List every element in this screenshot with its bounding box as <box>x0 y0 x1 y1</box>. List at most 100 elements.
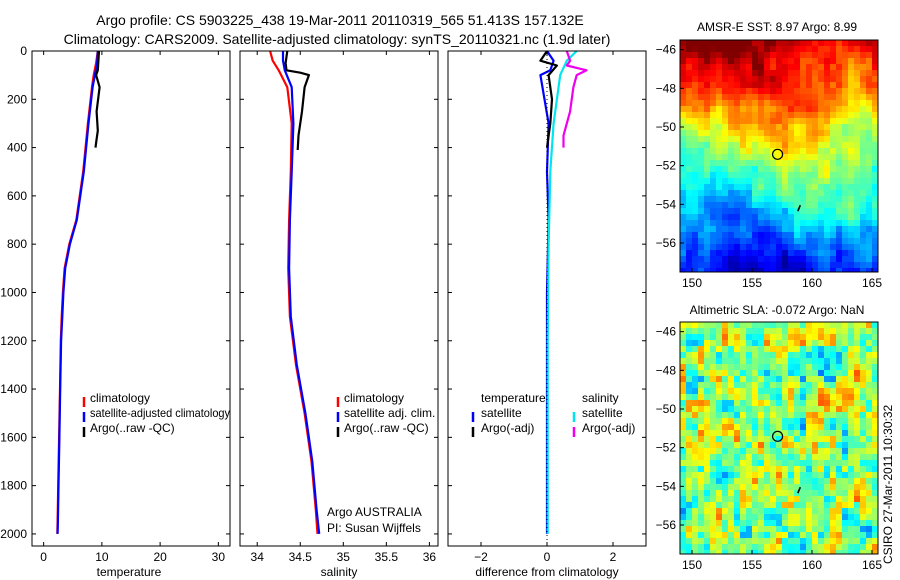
sst-map-cell <box>830 70 837 77</box>
sst-map-cell <box>806 100 813 107</box>
sst-map-cell <box>710 256 717 263</box>
sst-map-cell <box>686 220 693 227</box>
sla-map-cell <box>794 484 801 491</box>
sla-map-cell <box>740 508 747 515</box>
sla-map-cell <box>788 436 795 443</box>
sla-map-cell <box>848 460 855 467</box>
sst-map-cell <box>800 112 807 119</box>
sla-map-cell <box>692 352 699 359</box>
sst-map-cell <box>764 154 771 161</box>
sst-map-cell <box>740 202 747 209</box>
sla-map-cell <box>842 388 849 395</box>
sla-map-cell <box>788 466 795 473</box>
sst-map-cell <box>680 244 687 251</box>
sst-map-cell <box>866 64 873 71</box>
sla-map-cell <box>758 370 765 377</box>
sst-map-cell <box>776 268 783 272</box>
sla-map-cell <box>836 472 843 479</box>
sla-map-cell <box>752 472 759 479</box>
sla-map-cell <box>854 544 861 551</box>
sst-map-cell <box>848 172 855 179</box>
sla-map-cell <box>848 388 855 395</box>
sla-map-cell <box>812 430 819 437</box>
sst-map-cell <box>680 256 687 263</box>
sst-map-cell <box>866 268 873 272</box>
sla-map-cell <box>800 352 807 359</box>
sst-map-cell <box>788 226 795 233</box>
sla-map-cell <box>866 442 873 449</box>
sst-map-cell <box>806 202 813 209</box>
sla-map-cell <box>716 442 723 449</box>
sla-map-cell <box>854 484 861 491</box>
sst-map-cell <box>698 256 705 263</box>
sst-map-cell <box>686 112 693 119</box>
sla-map-cell <box>698 424 705 431</box>
sst-map-cell <box>770 106 777 113</box>
sst-map-cell <box>764 52 771 59</box>
temperature-ytick-label-10: 2000 <box>0 527 27 541</box>
sst-map-cell <box>710 52 717 59</box>
sla-map-cell <box>872 550 878 554</box>
sst-map-cell <box>764 250 771 257</box>
sst-map-cell <box>800 190 807 197</box>
sla-map-cell <box>704 376 711 383</box>
sla-map-cell <box>788 532 795 539</box>
salinity-legend: climatology satellite adj. clim. Argo(..… <box>336 391 435 437</box>
sst-map-cell <box>692 184 699 191</box>
sst-map-cell <box>764 70 771 77</box>
sla-map-cell <box>836 508 843 515</box>
sst-map-cell <box>698 226 705 233</box>
sla-map-cell <box>686 388 693 395</box>
sla-map-cell <box>824 358 831 365</box>
sst-map-cell <box>740 118 747 125</box>
sla-map-cell <box>848 478 855 485</box>
sst-map-cell <box>824 106 831 113</box>
sst-map-cell <box>836 70 843 77</box>
sst-map-cell <box>824 148 831 155</box>
sst-map-cell <box>698 130 705 137</box>
sla-map-cell <box>818 406 825 413</box>
sla-map-cell <box>746 352 753 359</box>
credit-program: Argo AUSTRALIA <box>327 505 422 519</box>
sla-map-cell <box>800 436 807 443</box>
sla-map-cell <box>848 508 855 515</box>
sst-map-cell <box>788 112 795 119</box>
sst-map-cell <box>848 184 855 191</box>
sla-map-cell <box>752 466 759 473</box>
sla-map-cell <box>872 322 878 329</box>
sst-map-cell <box>812 172 819 179</box>
sla-map-cell <box>836 358 843 365</box>
sla-map-cell <box>764 460 771 467</box>
sst-map-cell <box>734 232 741 239</box>
sla-map-cell <box>686 394 693 401</box>
sst-map-cell <box>794 238 801 245</box>
sst-map-cell <box>704 76 711 83</box>
sst-map-cell <box>734 172 741 179</box>
sst-map-cell <box>848 160 855 167</box>
sst-map-cell <box>734 40 741 47</box>
sst-map-cell <box>716 148 723 155</box>
sst-map-cell <box>848 190 855 197</box>
sla-map-cell <box>812 544 819 551</box>
sst-map-cell <box>758 238 765 245</box>
sst-map-cell <box>758 166 765 173</box>
sst-map-cell <box>836 238 843 245</box>
sla-map-cell <box>812 358 819 365</box>
sst-map-cell <box>710 220 717 227</box>
sla-map-cell <box>836 526 843 533</box>
sla-map-cell <box>866 412 873 419</box>
sst-map-cell <box>872 130 878 137</box>
sla-map-cell <box>686 436 693 443</box>
sst-map-cell <box>782 202 789 209</box>
sla-map-cell <box>806 376 813 383</box>
sst-map-cell <box>764 112 771 119</box>
difference-series-salinity-argo-adj <box>562 50 588 148</box>
sst-map-cell <box>770 232 777 239</box>
sla-map-cell <box>698 406 705 413</box>
sst-map-cell <box>794 88 801 95</box>
sla-map-cell <box>824 352 831 359</box>
sst-map-cell <box>842 178 849 185</box>
sla-map-cell <box>818 538 825 545</box>
sla-map-cell <box>770 394 777 401</box>
sst-map-cell <box>872 106 878 113</box>
